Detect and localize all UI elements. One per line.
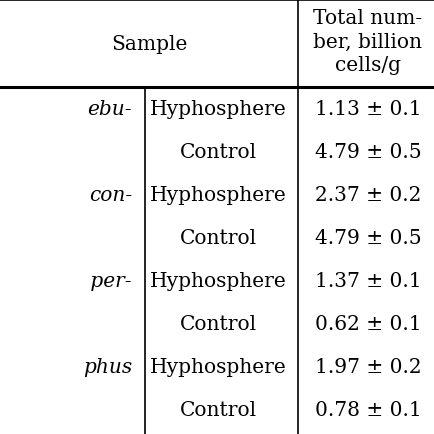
Text: Hyphosphere: Hyphosphere [149,357,286,376]
Text: 4.79 ± 0.5: 4.79 ± 0.5 [314,143,421,161]
Text: 1.97 ± 0.2: 1.97 ± 0.2 [314,357,421,376]
Text: Total num-
ber, billion
cells/g: Total num- ber, billion cells/g [313,9,421,75]
Text: Hyphosphere: Hyphosphere [149,186,286,204]
Text: con-: con- [89,186,132,204]
Text: 0.62 ± 0.1: 0.62 ± 0.1 [314,314,421,333]
Text: 4.79 ± 0.5: 4.79 ± 0.5 [314,228,421,247]
Text: 1.13 ± 0.1: 1.13 ± 0.1 [314,100,421,119]
Text: Control: Control [179,228,256,247]
Text: Control: Control [179,400,256,419]
Text: 1.37 ± 0.1: 1.37 ± 0.1 [314,271,421,290]
Text: 2.37 ± 0.2: 2.37 ± 0.2 [314,186,420,204]
Text: per-: per- [84,271,132,290]
Text: Hyphosphere: Hyphosphere [149,100,286,119]
Text: Hyphosphere: Hyphosphere [149,271,286,290]
Text: Control: Control [179,314,256,333]
Text: Sample: Sample [111,34,187,53]
Text: Control: Control [179,143,256,161]
Text: phus: phus [82,357,132,376]
Text: 0.78 ± 0.1: 0.78 ± 0.1 [314,400,421,419]
Text: ebu-: ebu- [87,100,132,119]
